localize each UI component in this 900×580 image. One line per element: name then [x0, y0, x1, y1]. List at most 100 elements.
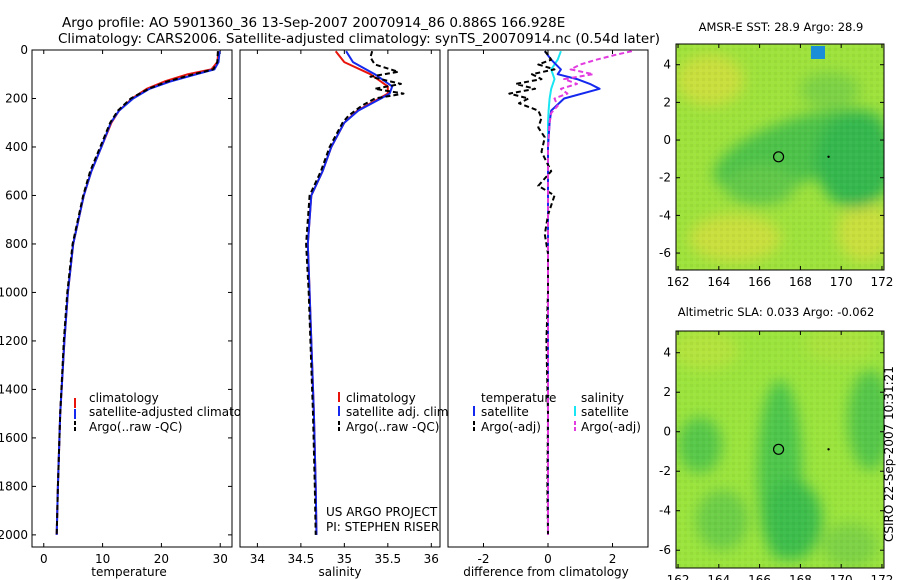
xtick-label-30: 30 [213, 552, 228, 566]
sst-argo-dot [827, 155, 830, 159]
sst-ytick-label-0: 0 [663, 133, 671, 147]
temperature-axes [31, 49, 233, 548]
salinity-series [305, 50, 405, 535]
legend-label-satellite: satellite adj. clim. [346, 405, 452, 419]
pi-annotation: PI: STEPHEN RISER [326, 520, 439, 534]
difference-panel: -2 0 2 difference from climatology tempera… [447, 49, 649, 579]
difference-series [508, 50, 633, 535]
sla-ytick-label-6: -6 [659, 543, 671, 557]
sst-xtick-label-162: 162 [667, 275, 690, 289]
legend-label-temp-argo: Argo(-adj) [481, 420, 541, 434]
legend-header-salinity: salinity [581, 391, 624, 405]
sla-ytick-label-2: -2 [659, 464, 671, 478]
xtick-label-36: 36 [424, 552, 439, 566]
sst-map-axes [675, 43, 885, 271]
sst-map-title: AMSR-E SST: 28.9 Argo: 28.9 [699, 20, 864, 34]
legend-label-sal-argo: Argo(-adj) [581, 420, 641, 434]
ytick-label-1200: 1200 [0, 334, 28, 348]
sst-xtick-label-168: 168 [789, 275, 812, 289]
ytick-label-800: 800 [5, 237, 28, 251]
sst-xtick-label-164: 164 [707, 275, 730, 289]
ytick-label-200: 200 [5, 91, 28, 105]
sla-map-axes [675, 330, 885, 569]
sst-xtick-label-170: 170 [830, 275, 853, 289]
legend-label-argo: Argo(..raw -QC) [89, 420, 182, 434]
sla-xtick-label-166: 166 [748, 573, 771, 580]
xtick-label-0: 0 [40, 552, 48, 566]
sla-ytick-label-4: 4 [663, 346, 671, 360]
sla-map-panel: Altimetric SLA: 0.033 Argo: -0.062 162 16… [659, 305, 893, 580]
sla-map-field [676, 331, 884, 568]
project-annotation: US ARGO PROJECT [326, 505, 438, 519]
sla-argo-dot [827, 448, 830, 451]
salinity-axis-ticks: 34 34.5 35 35.5 36 [250, 50, 439, 566]
xtick-label-35-5: 35.5 [374, 552, 401, 566]
sst-ytick-label-2: -2 [659, 171, 671, 185]
temperature-legend: climatology satellite-adjusted climatolo… [74, 391, 259, 434]
sst-xtick-label-166: 166 [748, 275, 771, 289]
csiro-credit: CSIRO 22-Sep-2007 10:31:21 [882, 366, 896, 542]
sla-xtick-label-162: 162 [667, 573, 690, 580]
legend-label-climatology: climatology [89, 391, 159, 405]
ytick-label-1600: 1600 [0, 431, 28, 445]
salinity-axes [239, 49, 441, 548]
temperature-panel: 0 10 20 30 02004006008001000120014001600180… [0, 43, 648, 579]
figure-title-line1: Argo profile: AO 5901360_36 13-Sep-2007 … [62, 15, 565, 31]
xtick-label-34: 34 [250, 552, 265, 566]
legend-label-temp-satellite: satellite [481, 405, 529, 419]
xtick-label-20: 20 [154, 552, 169, 566]
sst-map-panel: AMSR-E SST: 28.9 Argo: 28.9 162 164 166 168… [659, 20, 893, 289]
salinity-panel: 34 34.5 35 35.5 36 salinity climatology sate… [239, 49, 452, 579]
sla-map-ticks: 162 164 166 168 170 172 4 2 0 -2 -4 -6 [659, 331, 893, 580]
sst-argo-circle [772, 151, 785, 163]
ytick-label-1400: 1400 [0, 382, 28, 396]
sla-ytick-label-0: 0 [663, 425, 671, 439]
xtick-label-0: 0 [544, 552, 552, 566]
difference-axis-ticks: -2 0 2 [477, 50, 616, 566]
sla-ytick-label-4: -4 [659, 504, 671, 518]
sst-argo-marker [772, 151, 830, 163]
legend-label-satellite: satellite-adjusted climatolog [89, 405, 259, 419]
ytick-label-400: 400 [5, 140, 28, 154]
legend-header-temperature: temperature [481, 391, 556, 405]
difference-xlabel: difference from climatology [463, 565, 629, 579]
legend-label-climatology: climatology [346, 391, 416, 405]
sla-argo-circle [772, 443, 785, 455]
sla-ytick-label-2: 2 [663, 385, 671, 399]
sst-xtick-label-172: 172 [871, 275, 894, 289]
salinity-xlabel: salinity [318, 565, 361, 579]
temperature-axis-ticks: 0 10 20 30 [40, 50, 228, 566]
difference-line-sal-argo [547, 50, 633, 535]
temperature-series [55, 51, 221, 535]
sla-map-title: Altimetric SLA: 0.033 Argo: -0.062 [678, 305, 875, 319]
xtick-label-35: 35 [337, 552, 352, 566]
salinity-legend: climatology satellite adj. clim. Argo(..… [338, 391, 452, 434]
sst-ytick-label-2: 2 [663, 95, 671, 109]
legend-label-sal-satellite: satellite [581, 405, 629, 419]
sla-argo-marker [772, 443, 830, 455]
xtick-label-2: -2 [477, 552, 489, 566]
sst-map-field [676, 44, 884, 270]
ytick-label-600: 600 [5, 188, 28, 202]
xtick-label-34-5: 34.5 [288, 552, 315, 566]
difference-legend: temperature salinity satellite Argo(-adj… [473, 391, 641, 434]
figure-title-line2: Climatology: CARS2006. Satellite-adjuste… [58, 31, 660, 47]
ytick-label-2000: 2000 [0, 528, 28, 542]
sla-xtick-label-170: 170 [830, 573, 853, 580]
sst-missing-data-patch [811, 46, 825, 59]
sst-ytick-label-4: 4 [663, 58, 671, 72]
salinity-line-argo [305, 50, 405, 535]
ytick-label-1000: 1000 [0, 285, 28, 299]
sst-ytick-label-6: -6 [659, 246, 671, 260]
ytick-label-1800: 1800 [0, 479, 28, 493]
sst-ytick-label-4: -4 [659, 208, 671, 222]
legend-label-argo: Argo(..raw -QC) [346, 420, 439, 434]
sst-map-ticks: 162 164 166 168 170 172 4 2 0 -2 -4 -6 [659, 44, 893, 289]
sla-xtick-label-164: 164 [707, 573, 730, 580]
temperature-xlabel: temperature [91, 565, 166, 579]
ytick-label-0: 0 [20, 43, 28, 57]
xtick-label-2: 2 [609, 552, 617, 566]
difference-line-temp-argo [508, 50, 556, 535]
temperature-line-argo [55, 51, 219, 535]
